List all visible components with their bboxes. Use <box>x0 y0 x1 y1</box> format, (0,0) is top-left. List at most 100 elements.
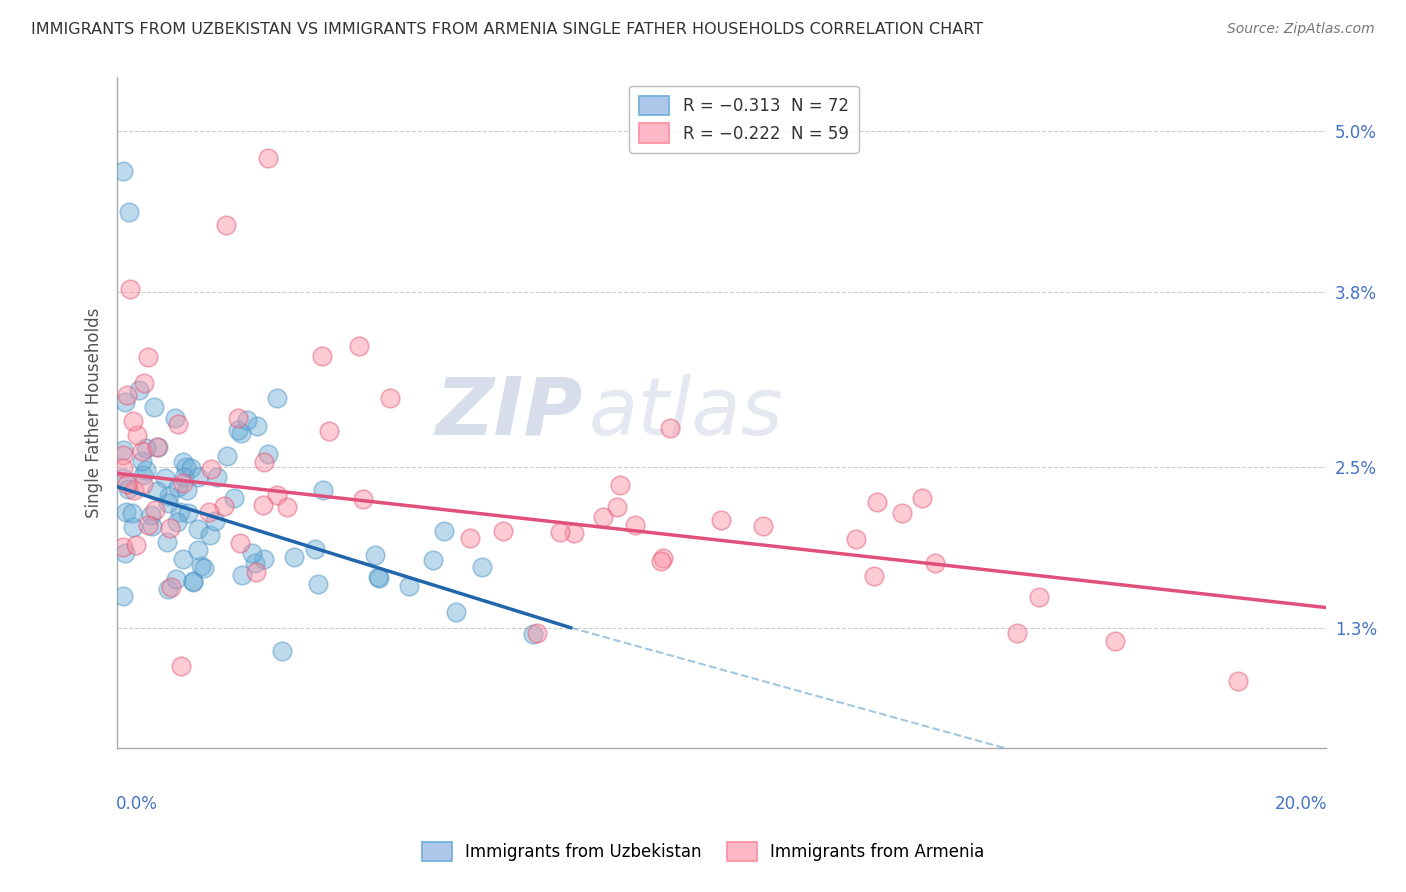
Point <box>924 556 946 570</box>
Point <box>177 506 200 520</box>
Point <box>173 470 195 484</box>
Point <box>623 518 645 533</box>
Point <box>266 391 288 405</box>
Point <box>172 455 194 469</box>
Point <box>226 424 249 438</box>
Point <box>174 459 197 474</box>
Point <box>367 571 389 585</box>
Point <box>112 461 135 475</box>
Point <box>311 349 333 363</box>
Point <box>112 589 135 603</box>
Point <box>181 574 204 589</box>
Point <box>659 421 682 435</box>
Point <box>236 413 259 427</box>
Point <box>156 582 179 596</box>
Legend: R = −0.313  N = 72, R = −0.222  N = 59: R = −0.313 N = 72, R = −0.222 N = 59 <box>630 86 859 153</box>
Point <box>652 551 675 566</box>
Point <box>266 488 288 502</box>
Point <box>229 426 252 441</box>
Point <box>135 463 157 477</box>
Point <box>398 579 420 593</box>
Point <box>172 551 194 566</box>
Point <box>160 581 183 595</box>
Point <box>141 508 163 522</box>
Point <box>187 469 209 483</box>
Point <box>911 491 934 506</box>
Point <box>112 470 135 484</box>
Y-axis label: Single Father Households: Single Father Households <box>86 308 103 518</box>
Point <box>252 498 274 512</box>
Point <box>165 572 187 586</box>
Point <box>122 483 145 498</box>
Point <box>172 476 194 491</box>
Point <box>112 449 135 463</box>
Point <box>131 454 153 468</box>
Point <box>253 551 276 566</box>
Point <box>169 505 191 519</box>
Point <box>231 568 253 582</box>
Point <box>1005 625 1028 640</box>
Point <box>114 546 136 560</box>
Point <box>204 514 226 528</box>
Point <box>422 552 444 566</box>
Point <box>522 627 544 641</box>
Text: atlas: atlas <box>589 374 783 452</box>
Point <box>471 559 494 574</box>
Point <box>866 495 889 509</box>
Text: ZIP: ZIP <box>436 374 582 452</box>
Point <box>364 548 387 562</box>
Point <box>198 528 221 542</box>
Point <box>228 536 250 550</box>
Point <box>165 411 187 425</box>
Point <box>222 491 245 505</box>
Point <box>609 478 631 492</box>
Point <box>132 477 155 491</box>
Point <box>226 411 249 425</box>
Point <box>180 461 202 475</box>
Point <box>132 467 155 482</box>
Point <box>170 659 193 673</box>
Point <box>283 549 305 564</box>
Point <box>112 164 135 178</box>
Point <box>146 483 169 498</box>
Point <box>526 626 548 640</box>
Point <box>257 447 280 461</box>
Point <box>166 417 188 431</box>
Point <box>127 428 149 442</box>
Text: IMMIGRANTS FROM UZBEKISTAN VS IMMIGRANTS FROM ARMENIA SINGLE FATHER HOUSEHOLDS C: IMMIGRANTS FROM UZBEKISTAN VS IMMIGRANTS… <box>31 22 983 37</box>
Point <box>492 524 515 538</box>
Point <box>304 542 326 557</box>
Point <box>240 546 263 560</box>
Point <box>125 538 148 552</box>
Point <box>159 521 181 535</box>
Point <box>136 351 159 365</box>
Point <box>136 518 159 533</box>
Point <box>153 471 176 485</box>
Point <box>193 561 215 575</box>
Point <box>245 565 267 579</box>
Point <box>120 282 142 296</box>
Point <box>198 505 221 519</box>
Point <box>752 519 775 533</box>
Point <box>592 510 614 524</box>
Point <box>156 535 179 549</box>
Point <box>311 483 333 497</box>
Point <box>245 556 267 570</box>
Point <box>1104 634 1126 648</box>
Point <box>458 531 481 545</box>
Point <box>205 470 228 484</box>
Point <box>257 151 280 165</box>
Text: 0.0%: 0.0% <box>115 796 157 814</box>
Point <box>380 391 402 405</box>
Point <box>131 443 153 458</box>
Point <box>143 503 166 517</box>
Text: Source: ZipAtlas.com: Source: ZipAtlas.com <box>1227 22 1375 37</box>
Point <box>862 569 884 583</box>
Point <box>181 574 204 588</box>
Point <box>246 419 269 434</box>
Point <box>148 440 170 454</box>
Point <box>200 462 222 476</box>
Point <box>845 533 868 547</box>
Point <box>166 515 188 529</box>
Point <box>253 455 276 469</box>
